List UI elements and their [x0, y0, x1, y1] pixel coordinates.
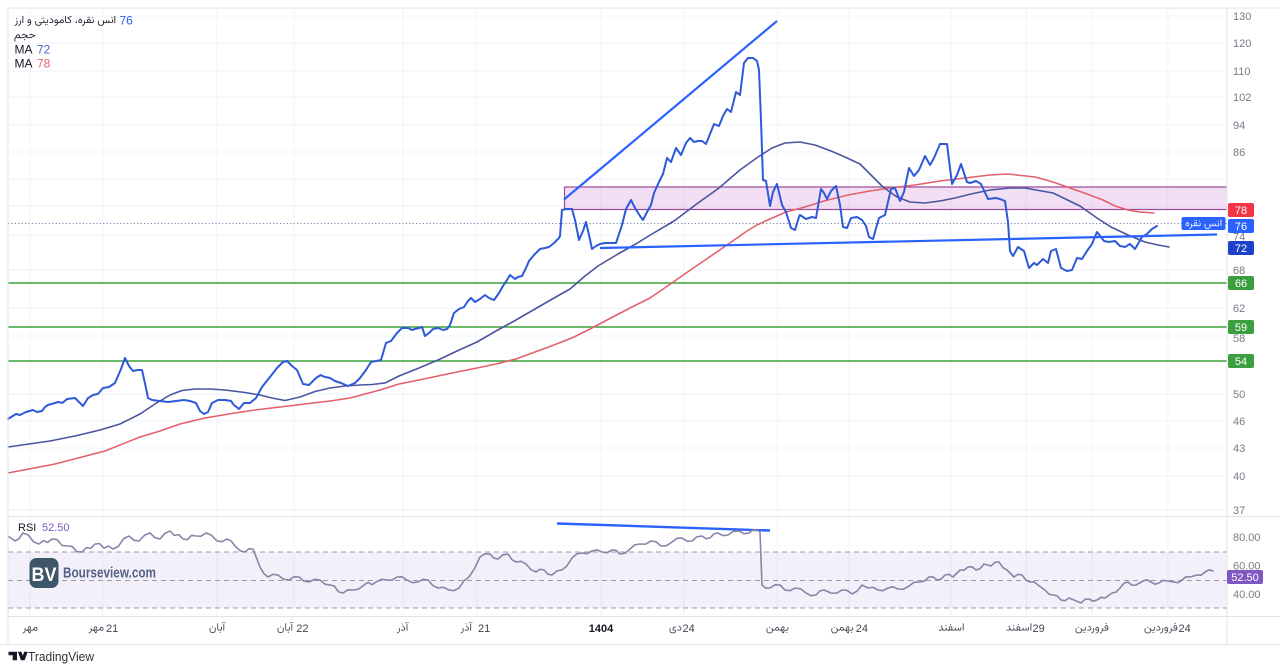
svg-text:43: 43 — [1233, 443, 1245, 455]
svg-text:BV: BV — [32, 565, 57, 586]
svg-text:37: 37 — [1233, 505, 1245, 517]
svg-text:54: 54 — [1235, 356, 1247, 368]
svg-text:58: 58 — [1233, 333, 1245, 345]
svg-text:21: 21 — [106, 623, 118, 635]
svg-text:68: 68 — [1233, 265, 1245, 277]
svg-text:60.00: 60.00 — [1233, 561, 1261, 573]
svg-text:MA: MA — [15, 43, 33, 57]
svg-text:120: 120 — [1233, 38, 1251, 50]
svg-text:110: 110 — [1233, 66, 1251, 78]
svg-text:94: 94 — [1233, 120, 1245, 132]
svg-text:52.50: 52.50 — [42, 522, 70, 534]
svg-text:102: 102 — [1233, 92, 1251, 104]
svg-text:76: 76 — [120, 14, 134, 28]
svg-text:72: 72 — [1235, 243, 1247, 255]
svg-text:21: 21 — [478, 623, 490, 635]
svg-text:78: 78 — [37, 57, 51, 71]
svg-text:1404: 1404 — [589, 623, 614, 635]
svg-text:50: 50 — [1233, 389, 1245, 401]
svg-text:MA: MA — [15, 57, 33, 71]
svg-text:22: 22 — [296, 623, 308, 635]
svg-text:RSI: RSI — [18, 522, 36, 534]
svg-text:46: 46 — [1233, 416, 1245, 428]
svg-text:24: 24 — [1179, 623, 1191, 635]
svg-text:74: 74 — [1233, 232, 1245, 244]
svg-text:62: 62 — [1233, 303, 1245, 315]
svg-text:29: 29 — [1033, 623, 1045, 635]
svg-text:Bourseview.com: Bourseview.com — [63, 565, 156, 582]
svg-text:40: 40 — [1233, 471, 1245, 483]
svg-text:72: 72 — [37, 43, 51, 57]
svg-text:76: 76 — [1235, 221, 1247, 233]
svg-text:66: 66 — [1235, 278, 1247, 290]
svg-text:40.00: 40.00 — [1233, 589, 1261, 601]
svg-text:24: 24 — [683, 623, 695, 635]
svg-text:24: 24 — [856, 623, 868, 635]
svg-text:TradingView: TradingView — [28, 649, 95, 664]
svg-text:52.50: 52.50 — [1231, 572, 1259, 584]
svg-text:130: 130 — [1233, 11, 1251, 23]
svg-text:78: 78 — [1235, 205, 1247, 217]
svg-text:80.00: 80.00 — [1233, 532, 1261, 544]
svg-text:59: 59 — [1235, 322, 1247, 334]
svg-text:86: 86 — [1233, 147, 1245, 159]
